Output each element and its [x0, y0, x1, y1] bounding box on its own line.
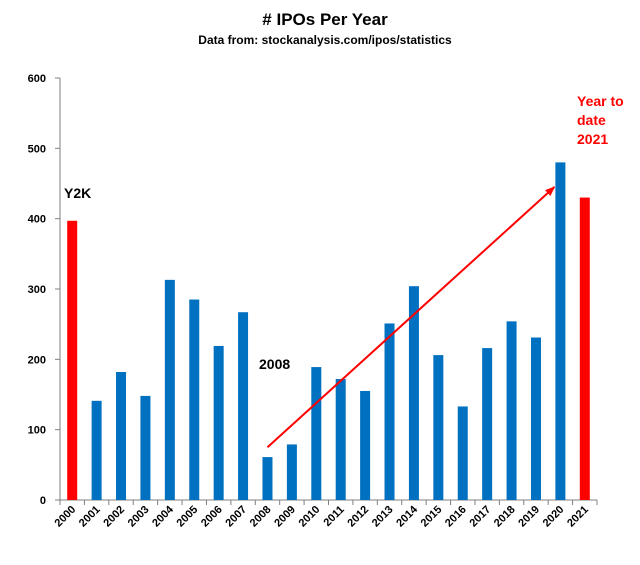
- bar-2008: [262, 457, 273, 500]
- y-tick-label: 300: [28, 284, 46, 296]
- x-tick-label: 2020: [541, 504, 567, 530]
- x-tick-label: 2013: [370, 504, 396, 530]
- bar-2006: [213, 345, 224, 500]
- x-tick-label: 2018: [492, 504, 518, 530]
- trend-arrow: [266, 186, 556, 448]
- y-tick-label: 200: [28, 354, 46, 366]
- x-tick-label: 2000: [53, 504, 79, 530]
- bar-2007: [238, 312, 249, 500]
- x-tick-label: 2005: [175, 504, 201, 530]
- x-tick-label: 2017: [467, 504, 493, 530]
- bar-2013: [384, 323, 395, 500]
- x-tick-label: 2014: [394, 503, 420, 529]
- bar-2010: [311, 367, 322, 500]
- tick-labels: 0100200300400500600200020012002200320042…: [28, 73, 591, 529]
- x-tick-label: 2001: [77, 504, 103, 530]
- bar-2011: [335, 379, 346, 500]
- x-tick-label: 2003: [126, 504, 152, 530]
- x-tick-label: 2011: [321, 504, 346, 529]
- bar-2015: [433, 355, 444, 500]
- annotation-line: date: [577, 112, 606, 128]
- bar-2020: [555, 162, 566, 500]
- bar-2019: [530, 337, 541, 500]
- bar-2016: [457, 406, 468, 500]
- x-tick-label: 2019: [516, 504, 542, 530]
- bars: [67, 162, 590, 501]
- chart-subtitle: Data from: stockanalysis.com/ipos/statis…: [198, 33, 452, 47]
- annotation-y2k: Y2K: [64, 185, 91, 201]
- bar-2014: [408, 286, 419, 500]
- chart-title: # IPOs Per Year: [262, 10, 388, 29]
- y-tick-label: 0: [40, 495, 46, 507]
- annotation-line: 2008: [259, 356, 290, 372]
- x-tick-label: 2015: [419, 504, 445, 530]
- x-tick-label: 2002: [101, 504, 127, 530]
- y-tick-label: 100: [28, 425, 46, 437]
- x-tick-label: 2008: [248, 504, 274, 530]
- annotation-y2008: 2008: [259, 356, 290, 372]
- bar-2009: [286, 444, 297, 500]
- bar-2002: [116, 371, 127, 500]
- y-tick-label: 600: [28, 73, 46, 85]
- bar-2004: [164, 279, 175, 500]
- x-tick-label: 2016: [443, 504, 469, 530]
- x-tick-label: 2004: [150, 503, 176, 529]
- annotations: Y2K 2008 Year to date 2021: [64, 93, 624, 448]
- x-tick-label: 2009: [272, 504, 298, 530]
- bar-2012: [360, 390, 371, 500]
- bar-2000: [67, 220, 78, 500]
- x-tick-label: 2010: [297, 504, 323, 530]
- x-tick-label: 2006: [199, 504, 225, 530]
- y-tick-label: 500: [28, 143, 46, 155]
- bar-2005: [189, 299, 200, 500]
- x-tick-label: 2007: [223, 504, 249, 530]
- annotation-line: Year to: [577, 93, 624, 109]
- bar-2021: [579, 197, 590, 501]
- annotation-line: Y2K: [64, 185, 91, 201]
- x-tick-label: 2012: [345, 504, 371, 530]
- bar-2017: [482, 348, 493, 500]
- bar-2003: [140, 395, 151, 500]
- x-tick-label: 2021: [565, 504, 591, 530]
- y-tick-label: 400: [28, 214, 46, 226]
- annotation-ytd: Year to date 2021: [577, 93, 624, 147]
- annotation-line: 2021: [577, 131, 608, 147]
- bar-2001: [91, 400, 102, 500]
- bar-2018: [506, 321, 517, 500]
